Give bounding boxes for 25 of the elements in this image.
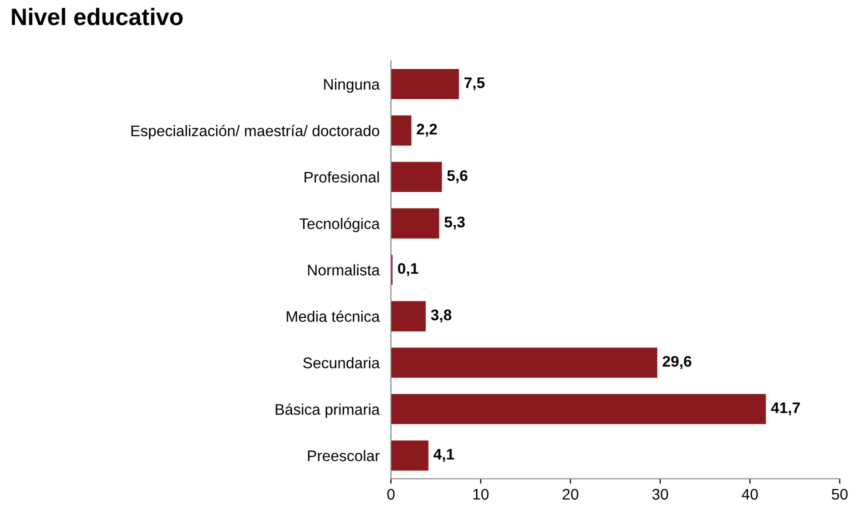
y-tick-label: Básica primaria [276,403,380,418]
data-label: 2,2 [416,124,437,137]
data-label: 3,8 [430,310,452,323]
y-tick-label: Secundaria [303,357,380,368]
y-tick-label: Especialización/ maestría/ doctorado [131,124,380,140]
y-tick-label: Profesional [304,171,379,183]
x-tick-label: 50 [832,488,848,500]
data-label: 0,1 [398,263,418,276]
data-label: 7,5 [464,77,485,90]
data-label: 4,1 [434,448,454,462]
x-tick-label: 0 [387,488,395,500]
y-tick-label: Normalista [308,264,380,276]
y-tick-label: Tecnológica [300,218,380,232]
y-tick-label: Media técnica [286,310,380,322]
data-label: 5,6 [447,170,468,184]
y-tick-label: Preescolar [308,450,380,462]
data-label: 29,6 [662,356,692,369]
x-tick-label: 40 [742,488,758,500]
x-tick-label: 20 [562,488,578,500]
x-tick-label: 10 [473,488,489,500]
data-label: 41,7 [770,402,800,416]
x-tick-label: 30 [652,488,668,500]
y-tick-label: Ninguna [324,78,380,93]
text: Nivel educativo [12,8,183,26]
data-label: 5,3 [444,216,465,230]
